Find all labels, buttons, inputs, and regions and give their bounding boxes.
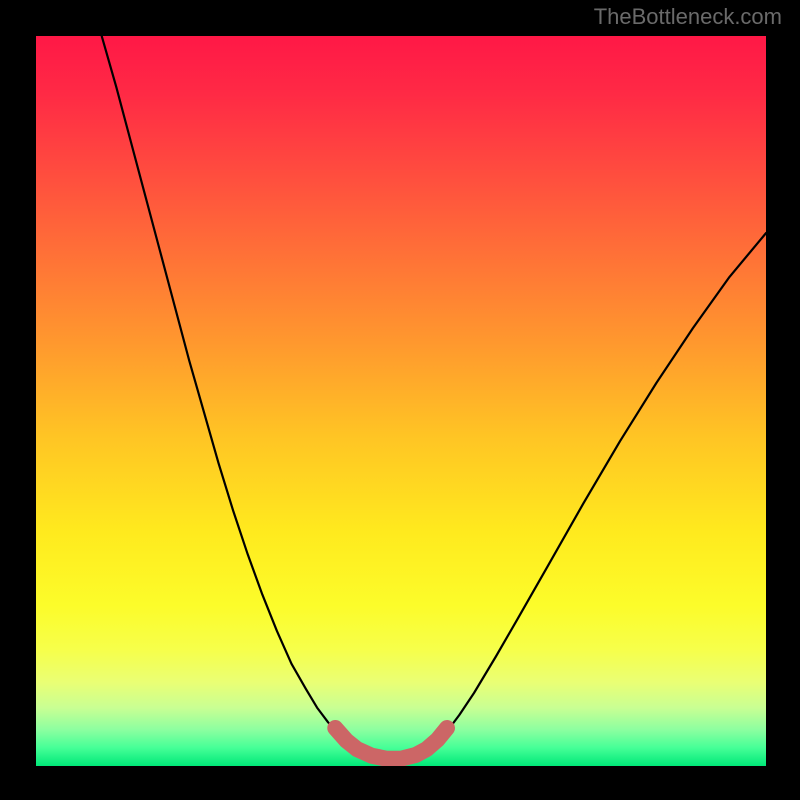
chart-svg bbox=[36, 36, 766, 766]
gradient-background bbox=[36, 36, 766, 766]
plot-area bbox=[36, 36, 766, 766]
watermark-text: TheBottleneck.com bbox=[594, 4, 782, 30]
